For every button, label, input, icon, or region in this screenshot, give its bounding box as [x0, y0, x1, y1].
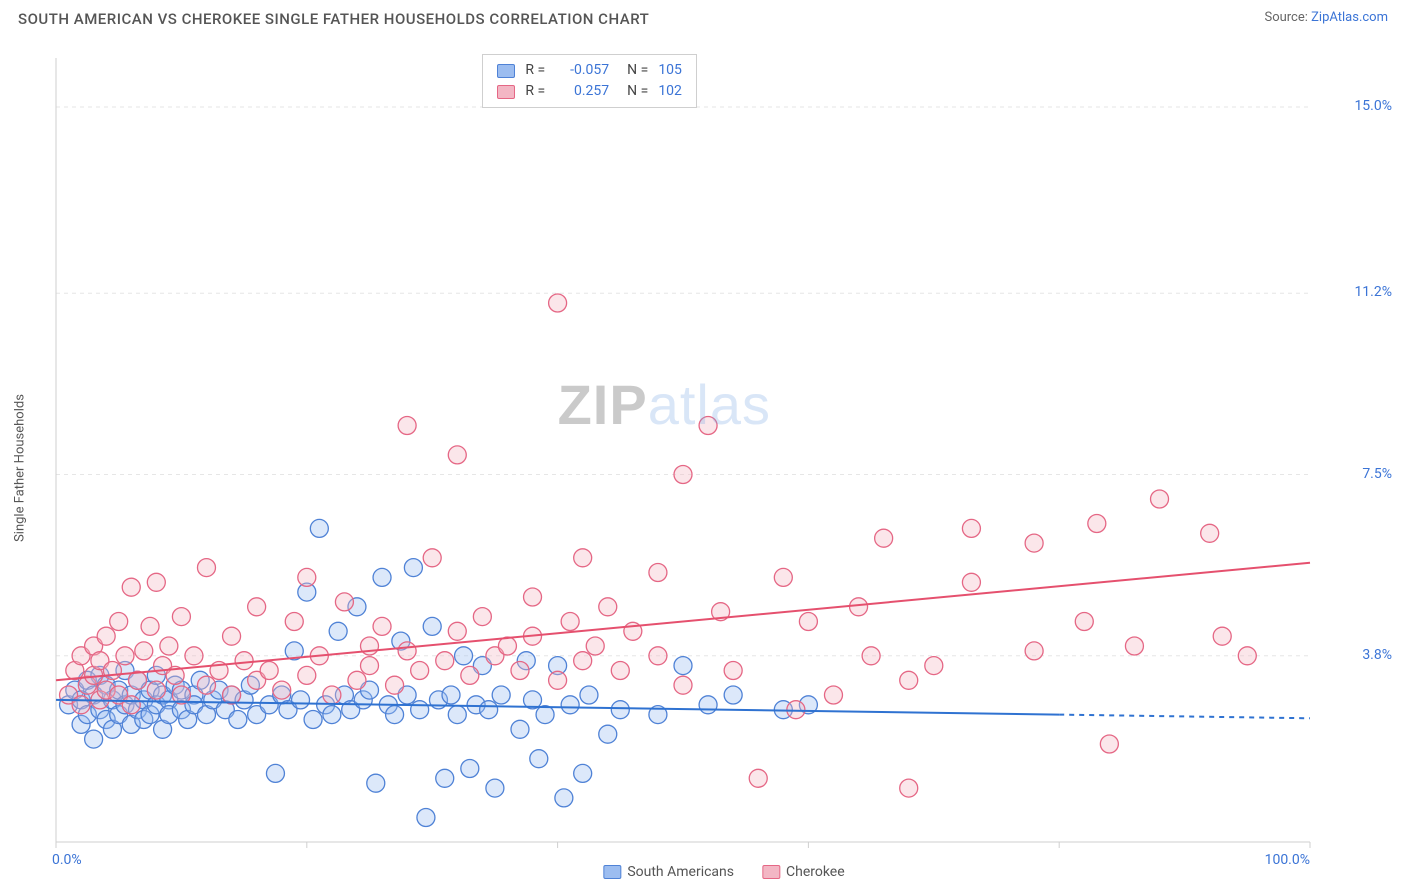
y-tick-label: 15.0%	[1354, 98, 1392, 114]
stat-n-value: 105	[658, 60, 682, 81]
chart-area: Single Father Households ZIPatlas R =-0.…	[50, 52, 1398, 884]
stats-row: R = -0.057 N = 105	[497, 60, 682, 81]
legend-swatch-icon	[762, 865, 780, 879]
source-label: Source:	[1264, 10, 1311, 25]
legend-item: Cherokee	[762, 864, 845, 880]
stat-r-label: R =	[525, 60, 545, 81]
y-tick-label: 11.2%	[1354, 284, 1392, 300]
stat-n-value: 102	[658, 81, 682, 102]
chart-source: Source: ZipAtlas.com	[1264, 10, 1388, 28]
stats-row: R = 0.257 N = 102	[497, 81, 682, 102]
y-tick-label: 3.8%	[1362, 647, 1392, 663]
y-tick-label: 7.5%	[1362, 466, 1392, 482]
legend-item: South Americans	[603, 864, 734, 880]
legend-label: South Americans	[627, 864, 734, 880]
stat-r-value: -0.057	[555, 60, 609, 81]
chart-title: SOUTH AMERICAN VS CHEROKEE SINGLE FATHER…	[18, 10, 649, 28]
stats-legend-box: R = -0.057 N = 105 R = 0.257 N = 102	[482, 54, 697, 108]
stat-r-label: R =	[525, 81, 545, 102]
legend-swatch-icon	[497, 85, 515, 99]
source-link[interactable]: ZipAtlas.com	[1311, 10, 1388, 25]
legend-swatch-icon	[497, 64, 515, 78]
scatter-plot	[50, 52, 1398, 884]
y-axis-label: Single Father Households	[13, 394, 28, 542]
legend-bottom: South Americans Cherokee	[603, 864, 844, 880]
legend-label: Cherokee	[786, 864, 845, 880]
legend-swatch-icon	[603, 865, 621, 879]
x-tick-label: 100.0%	[1265, 852, 1310, 868]
stat-n-label: N =	[627, 60, 648, 81]
stat-n-label: N =	[627, 81, 648, 102]
x-tick-label: 0.0%	[52, 852, 82, 868]
stat-r-value: 0.257	[555, 81, 609, 102]
chart-header: SOUTH AMERICAN VS CHEROKEE SINGLE FATHER…	[0, 0, 1406, 34]
